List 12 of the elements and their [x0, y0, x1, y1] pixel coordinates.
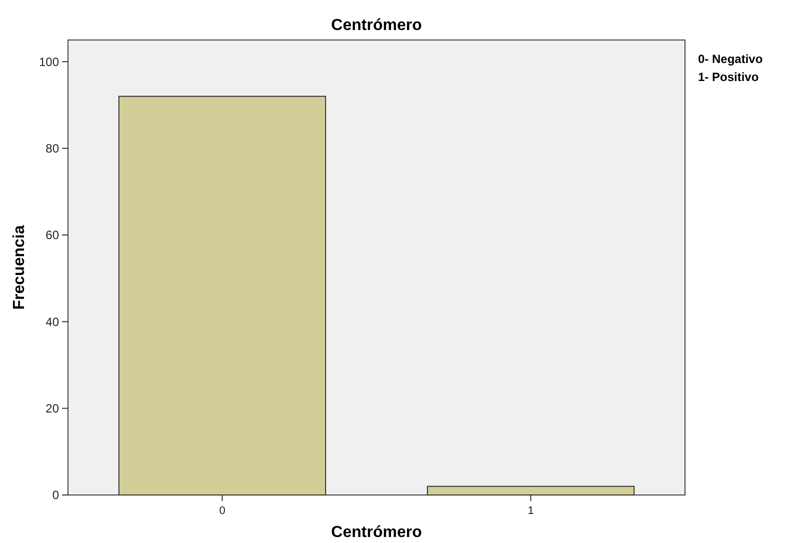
- chart-title: Centrómero: [331, 17, 422, 34]
- y-tick-label: 0: [52, 488, 60, 502]
- text: 0- Negativo: [698, 52, 763, 66]
- y-tick-label: 100: [38, 54, 60, 69]
- x-tick-label: 1: [528, 505, 534, 517]
- text: 1- Positivo: [698, 70, 759, 84]
- y-tick-label: 60: [46, 228, 60, 242]
- y-tick-label: 80: [46, 142, 60, 156]
- y-tick-label: 20: [46, 402, 60, 416]
- y-tick-label: 40: [46, 314, 60, 329]
- x-axis-title: Centrómero: [331, 524, 422, 541]
- y-axis-title: Frecuencia: [11, 225, 28, 310]
